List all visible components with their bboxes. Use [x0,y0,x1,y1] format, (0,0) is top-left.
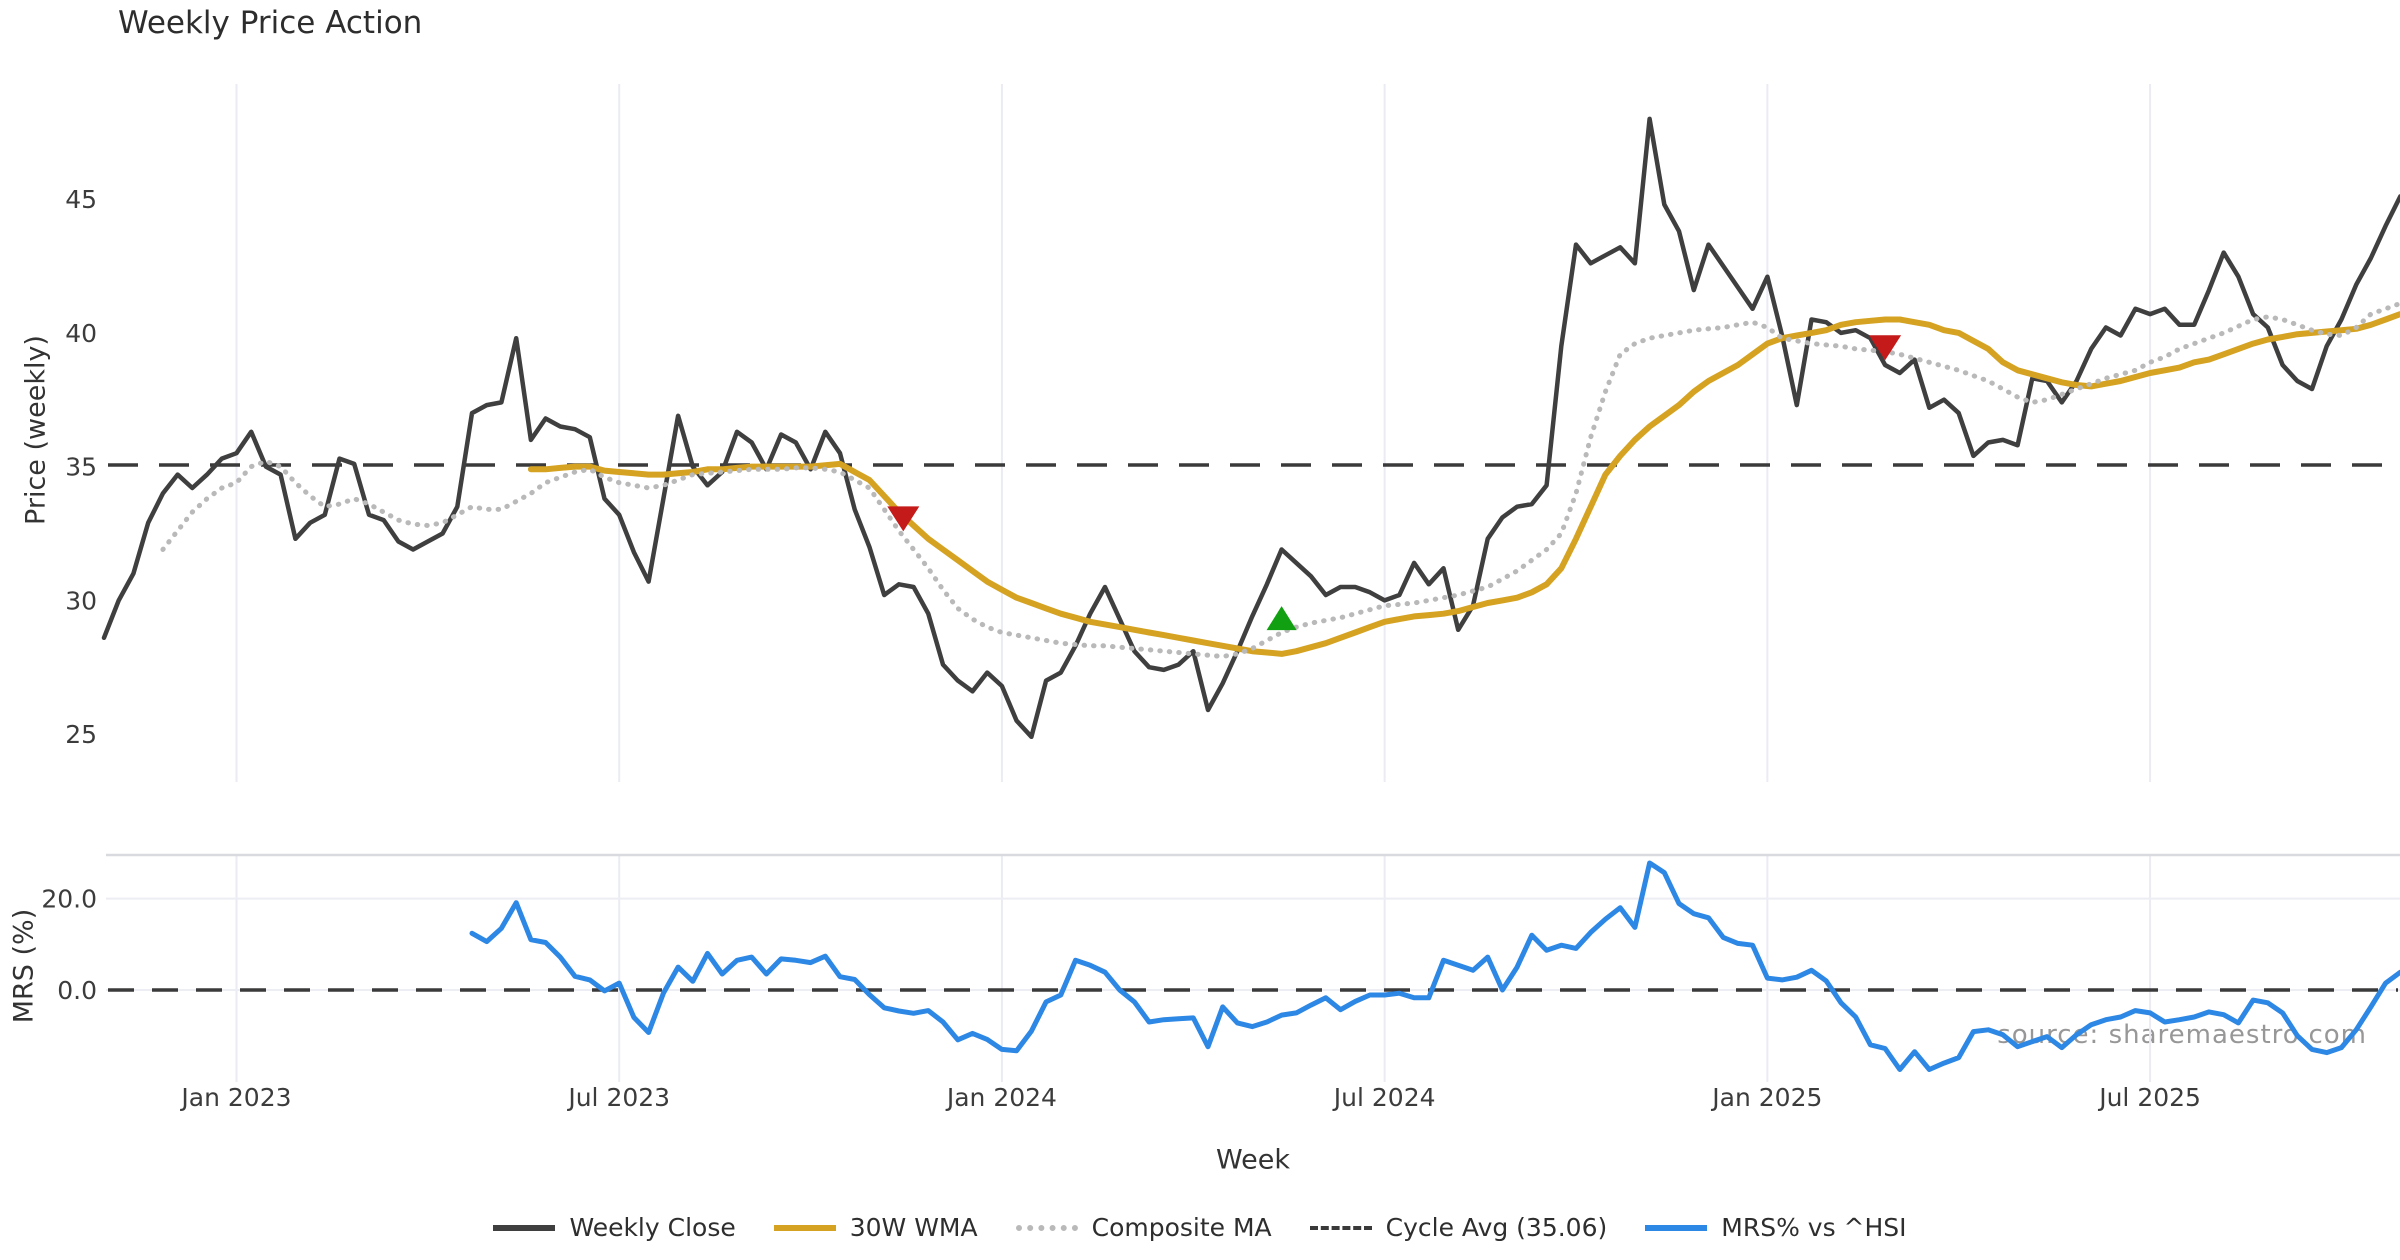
legend-item: 30W WMA [773,1213,978,1242]
chart-title: Weekly Price Action [118,5,423,41]
x-tick-label: Jan 2023 [179,1083,291,1112]
weekly-close-line [101,116,2400,740]
mrs-tick-label: 20.0 [41,885,97,914]
price-y-axis-label: Price (weekly) [20,335,52,525]
weekly-close-swatch-icon [493,1224,556,1231]
x-tick-label: Jul 2023 [566,1083,670,1112]
x-tick-label: Jan 2024 [945,1083,1057,1112]
sell-marker-icon [1869,335,1902,361]
composite-ma-swatch-icon [1015,1224,1078,1231]
legend-item: Weekly Close [493,1213,736,1242]
buy-marker-icon [1266,606,1297,631]
x-axis-label: Week [1216,1144,1290,1176]
wma-30w-line [527,311,2400,657]
30w-wma-swatch-icon [773,1224,836,1231]
x-tick-label: Jul 2025 [2097,1083,2201,1112]
price-tick-label: 30 [65,586,97,615]
sell-marker-icon [887,506,920,532]
price-tick-label: 25 [65,720,97,749]
x-tick-label: Jul 2024 [1332,1083,1436,1112]
mrs-line [469,860,2400,1072]
legend-label: Composite MA [1091,1213,1272,1242]
legend-label: MRS% vs ^HSI [1721,1213,1907,1242]
legend-item: MRS% vs ^HSI [1645,1213,1907,1242]
legend-label: Weekly Close [569,1213,736,1242]
legend-label: 30W WMA [849,1213,978,1242]
price-tick-label: 40 [65,319,97,348]
legend-item: Composite MA [1015,1213,1272,1242]
mrs-y-axis-label: MRS (%) [8,908,40,1024]
price-tick-label: 45 [65,185,97,214]
legend-label: Cycle Avg (35.06) [1385,1213,1608,1242]
mrs-vs-hsi-swatch-icon [1645,1224,1708,1231]
mrs-tick-label: 0.0 [57,976,97,1005]
cycle-avg-35-06--swatch-icon [1309,1225,1372,1230]
legend: Weekly Close 30W WMA Composite MA Cycle Avg… [0,1213,2400,1242]
price-tick-label: 35 [65,453,97,482]
composite-ma-line [160,300,2400,659]
legend-item: Cycle Avg (35.06) [1309,1213,1608,1242]
x-tick-label: Jan 2025 [1710,1083,1822,1112]
